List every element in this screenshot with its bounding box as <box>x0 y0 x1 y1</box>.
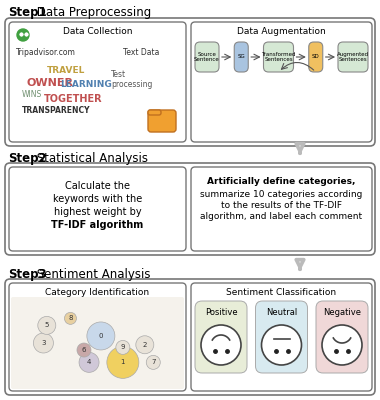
FancyBboxPatch shape <box>9 167 186 251</box>
FancyBboxPatch shape <box>195 42 219 72</box>
Text: Test
processing: Test processing <box>111 70 152 89</box>
Text: Negative: Negative <box>323 308 361 317</box>
Circle shape <box>146 355 160 369</box>
FancyBboxPatch shape <box>234 42 248 72</box>
Circle shape <box>201 325 241 365</box>
Text: 8: 8 <box>68 315 73 321</box>
FancyBboxPatch shape <box>309 42 323 72</box>
FancyBboxPatch shape <box>191 167 372 251</box>
Text: summarize 10 categories according: summarize 10 categories according <box>200 190 363 199</box>
Text: Source
Sentence: Source Sentence <box>194 52 220 62</box>
Text: TOGETHER: TOGETHER <box>43 94 102 104</box>
Circle shape <box>107 346 139 378</box>
Text: Statistical Analysis: Statistical Analysis <box>33 152 148 165</box>
Text: algorithm, and label each comment: algorithm, and label each comment <box>200 212 363 221</box>
Text: 1: 1 <box>120 359 125 365</box>
Circle shape <box>65 312 76 324</box>
FancyBboxPatch shape <box>9 283 186 391</box>
Text: TF-IDF algorithm: TF-IDF algorithm <box>51 220 144 230</box>
Text: 5: 5 <box>44 322 49 328</box>
Text: to the results of the TF-DIF: to the results of the TF-DIF <box>221 201 342 210</box>
Circle shape <box>136 336 154 354</box>
Text: Artificially define categories,: Artificially define categories, <box>207 177 356 186</box>
FancyBboxPatch shape <box>338 42 368 72</box>
Text: 4: 4 <box>87 359 91 365</box>
Text: Sentiment Analysis: Sentiment Analysis <box>33 268 150 281</box>
Text: Sentiment Classification: Sentiment Classification <box>226 288 337 297</box>
Text: TRANSPARENCY: TRANSPARENCY <box>21 106 90 115</box>
Text: Data Preprocessing: Data Preprocessing <box>33 6 151 19</box>
Text: 3: 3 <box>41 340 46 346</box>
Text: 6: 6 <box>82 347 86 353</box>
Text: Step3: Step3 <box>8 268 47 281</box>
FancyBboxPatch shape <box>5 18 375 146</box>
Text: TRAVEL: TRAVEL <box>47 66 85 75</box>
Text: SD: SD <box>312 54 320 60</box>
Circle shape <box>79 352 99 372</box>
FancyBboxPatch shape <box>191 22 372 142</box>
FancyBboxPatch shape <box>148 110 161 115</box>
Text: Text Data: Text Data <box>123 48 159 57</box>
FancyBboxPatch shape <box>11 297 184 389</box>
Circle shape <box>116 340 130 354</box>
Text: 7: 7 <box>151 359 155 365</box>
FancyBboxPatch shape <box>148 110 176 132</box>
Text: OWNER: OWNER <box>27 78 73 88</box>
Text: SG: SG <box>238 54 245 60</box>
Circle shape <box>17 29 29 41</box>
Text: Data Collection: Data Collection <box>63 27 132 36</box>
FancyBboxPatch shape <box>195 301 247 373</box>
Circle shape <box>87 322 115 350</box>
FancyBboxPatch shape <box>263 42 293 72</box>
Text: LEARNING: LEARNING <box>60 80 112 89</box>
Text: Calculate the: Calculate the <box>65 181 130 191</box>
Text: Neutral: Neutral <box>266 308 297 317</box>
Text: Step1: Step1 <box>8 6 47 19</box>
Text: 0: 0 <box>99 333 103 339</box>
Text: Data Augmentation: Data Augmentation <box>237 27 326 36</box>
Circle shape <box>33 333 54 353</box>
Text: Step2: Step2 <box>8 152 47 165</box>
Text: keywords with the: keywords with the <box>53 194 142 204</box>
Text: WINS: WINS <box>21 90 42 99</box>
Text: Positive: Positive <box>205 308 238 317</box>
Text: Augmented
Sentences: Augmented Sentences <box>337 52 369 62</box>
FancyBboxPatch shape <box>9 22 186 142</box>
FancyBboxPatch shape <box>5 163 375 255</box>
Text: Category Identification: Category Identification <box>46 288 150 297</box>
Circle shape <box>261 325 301 365</box>
FancyBboxPatch shape <box>5 279 375 395</box>
Text: 9: 9 <box>120 344 125 350</box>
Circle shape <box>322 325 362 365</box>
Circle shape <box>38 316 56 334</box>
FancyBboxPatch shape <box>191 283 372 391</box>
Text: Transformed
Sentences: Transformed Sentences <box>261 52 296 62</box>
Text: highest weight by: highest weight by <box>54 207 141 217</box>
Text: 2: 2 <box>142 342 147 348</box>
FancyBboxPatch shape <box>255 301 307 373</box>
Text: Tripadvisor.com: Tripadvisor.com <box>16 48 76 57</box>
Circle shape <box>77 343 91 357</box>
FancyBboxPatch shape <box>316 301 368 373</box>
